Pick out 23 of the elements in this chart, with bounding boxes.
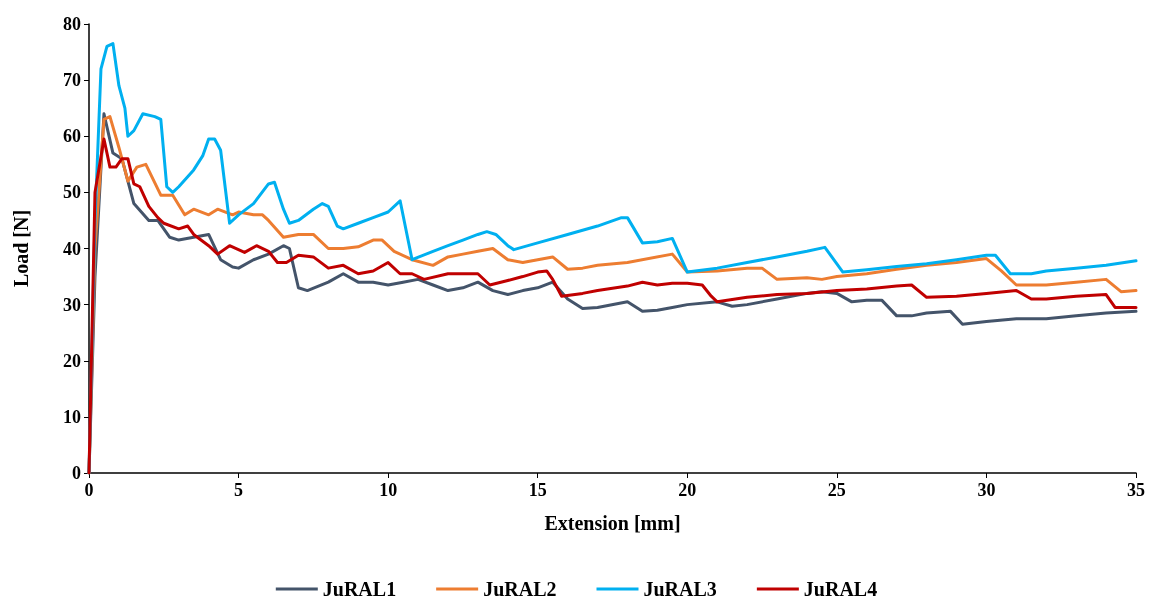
x-tick-label: 20 (678, 480, 697, 500)
y-tick-label: 80 (63, 14, 81, 34)
y-tick-label: 30 (63, 294, 81, 315)
y-axis-title: Load [N] (10, 209, 32, 288)
x-tick-label: 30 (977, 480, 996, 500)
legend-label: JuRAL3 (643, 578, 717, 600)
x-tick-label: 0 (84, 480, 94, 500)
y-tick-label: 70 (63, 70, 81, 91)
x-tick-label: 35 (1127, 480, 1145, 500)
y-tick-label: 40 (63, 238, 81, 259)
x-tick-label: 25 (827, 480, 846, 500)
x-axis-title: Extension [mm] (544, 512, 681, 534)
legend-label: JuRAL2 (483, 578, 557, 600)
x-tick-label: 10 (379, 480, 398, 500)
y-tick-label: 20 (63, 350, 81, 371)
x-tick-label: 5 (234, 480, 244, 500)
y-tick-label: 0 (72, 463, 81, 483)
y-tick-label: 10 (63, 406, 81, 427)
y-tick-label: 50 (63, 182, 81, 203)
legend-label: JuRAL4 (803, 578, 878, 600)
y-tick-label: 60 (63, 126, 81, 147)
x-tick-label: 15 (528, 480, 547, 500)
legend-label: JuRAL1 (322, 578, 397, 600)
